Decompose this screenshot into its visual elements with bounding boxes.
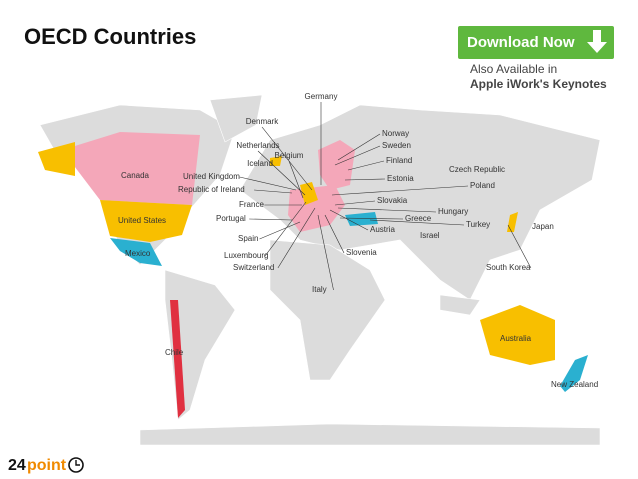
logo-number: 24	[8, 457, 26, 474]
chile	[170, 300, 185, 418]
country-label: Italy	[312, 285, 327, 294]
country-label: Portugal	[216, 214, 246, 223]
country-label: Mexico	[125, 249, 151, 258]
japan	[507, 212, 518, 232]
country-label: New Zealand	[551, 380, 598, 389]
country-label: South Korea	[486, 263, 531, 272]
leader-line	[264, 201, 307, 257]
button-text[interactable]: Download Now	[467, 34, 575, 51]
mexico	[110, 238, 162, 266]
leader-line	[257, 150, 306, 196]
country-label: Belgium	[275, 151, 304, 160]
country-label: France	[239, 200, 264, 209]
country-label: Japan	[532, 222, 554, 231]
new-zealand	[560, 355, 588, 392]
country-label: Denmark	[246, 117, 279, 126]
country-label: Israel	[420, 231, 440, 240]
country-label: Sweden	[382, 141, 411, 150]
logo-clock	[68, 457, 84, 473]
scandinavia	[318, 140, 355, 190]
greenland	[209, 94, 263, 143]
leader-line	[339, 217, 404, 220]
leader-line	[324, 214, 345, 254]
country-label: Netherlands	[236, 141, 279, 150]
country-label: Greece	[405, 214, 432, 223]
leader-line	[507, 224, 532, 269]
promo-line1: Also Available in	[470, 62, 557, 76]
leader-line	[331, 185, 469, 196]
country-label: Turkey	[466, 220, 490, 229]
leader-line	[347, 160, 385, 171]
country-label: United States	[118, 216, 166, 225]
logo-hands	[75, 460, 80, 466]
button-bg[interactable]	[458, 26, 614, 59]
logo: 24 point	[8, 457, 84, 474]
country-label: Czech Republic	[449, 165, 505, 174]
leader-line	[334, 200, 376, 206]
download-icon[interactable]	[587, 30, 607, 53]
leader-line	[239, 176, 297, 191]
country-label: Canada	[121, 171, 150, 180]
united-states	[100, 200, 192, 242]
title: OECD Countries	[24, 24, 196, 49]
logo-word: point	[27, 457, 67, 474]
country-label: Luxembourg	[224, 251, 268, 260]
leader-line	[254, 189, 293, 194]
country-label: Iceland	[247, 159, 273, 168]
leader-line	[334, 145, 381, 166]
leader-line	[259, 221, 301, 240]
country-label: Finland	[386, 156, 412, 165]
country-label: Norway	[382, 129, 409, 138]
country-label: Germany	[305, 92, 338, 101]
country-label: Slovenia	[346, 248, 377, 257]
leader-line	[344, 178, 386, 181]
indonesia	[439, 294, 481, 316]
iceland	[270, 156, 282, 166]
canada	[62, 132, 200, 205]
country-labels: Germany Denmark Norway Netherlands Sweden Bel…	[118, 92, 598, 389]
leader-line	[337, 133, 381, 161]
world-map	[38, 94, 601, 446]
country-label: Chile	[165, 348, 184, 357]
download-button[interactable]: Download Now	[458, 26, 614, 59]
country-label: Switzerland	[233, 263, 274, 272]
country-label: Estonia	[387, 174, 414, 183]
leader-line	[317, 214, 334, 291]
country-label: United Kingdom	[183, 172, 240, 181]
leader-line	[337, 207, 437, 213]
country-label: Poland	[470, 181, 495, 190]
europe-highlight	[300, 182, 318, 205]
country-label: Australia	[500, 334, 532, 343]
leader-line	[249, 218, 293, 221]
australia	[480, 305, 555, 365]
africa	[269, 239, 386, 381]
leader-line	[261, 126, 313, 191]
country-label: Republic of Ireland	[178, 185, 245, 194]
country-label: Hungary	[438, 207, 468, 216]
country-label: Spain	[238, 234, 258, 243]
leader-line	[369, 219, 465, 226]
leader-line	[329, 209, 369, 231]
promo-line2: Apple iWork's Keynotes	[470, 77, 607, 91]
leader-line	[288, 160, 304, 199]
country-label: Slovakia	[377, 196, 408, 205]
antarctica	[139, 423, 601, 446]
alaska	[38, 142, 75, 176]
country-label: Austria	[370, 225, 395, 234]
leader-line	[277, 207, 316, 269]
